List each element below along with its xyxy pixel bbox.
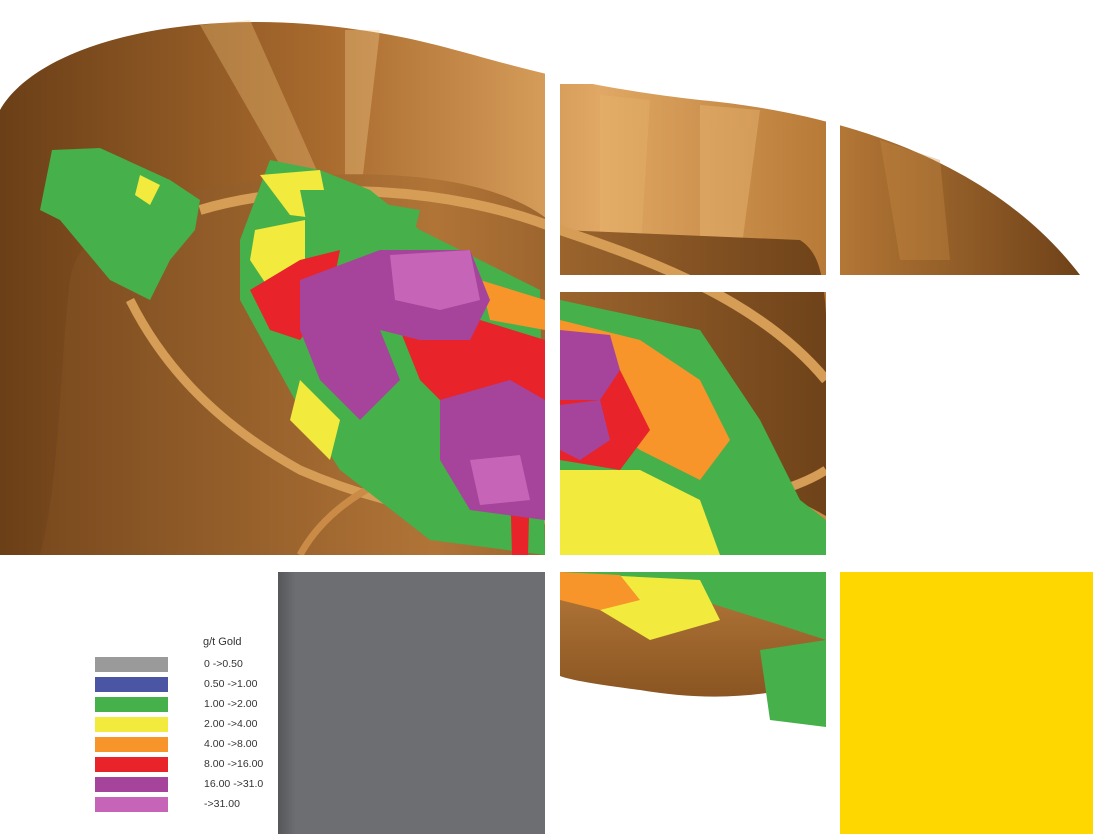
- legend-row: 0 ->0.50: [95, 656, 280, 673]
- grey-panel: [278, 572, 545, 834]
- legend-swatch: [95, 757, 168, 772]
- legend-label: 16.00 ->31.0: [204, 778, 264, 790]
- legend-swatch: [95, 777, 168, 792]
- legend-swatch: [95, 717, 168, 732]
- legend-swatch: [95, 737, 168, 752]
- legend-title: g/t Gold: [203, 636, 242, 648]
- legend-label: 1.00 ->2.00: [204, 698, 258, 710]
- legend-row: 8.00 ->16.00: [95, 756, 280, 773]
- legend-label: 0 ->0.50: [204, 658, 243, 670]
- legend-row: ->31.00: [95, 796, 280, 813]
- legend-row: 1.00 ->2.00: [95, 696, 280, 713]
- legend-swatch: [95, 677, 168, 692]
- legend-row: 0.50 ->1.00: [95, 676, 280, 693]
- legend-row: 16.00 ->31.0: [95, 776, 280, 793]
- legend-label: ->31.00: [204, 798, 240, 810]
- yellow-panel: [840, 572, 1093, 834]
- legend-label: 0.50 ->1.00: [204, 678, 258, 690]
- legend-label: 2.00 ->4.00: [204, 718, 258, 730]
- legend-swatch: [95, 797, 168, 812]
- legend-row: 2.00 ->4.00: [95, 716, 280, 733]
- legend-row: 4.00 ->8.00: [95, 736, 280, 753]
- ore-green-left: [40, 148, 200, 300]
- ore-body: [40, 148, 826, 727]
- pit-wall-streaks: [200, 20, 950, 260]
- legend-label: 4.00 ->8.00: [204, 738, 258, 750]
- legend-swatch: [95, 657, 168, 672]
- legend-swatch: [95, 697, 168, 712]
- legend-label: 8.00 ->16.00: [204, 758, 264, 770]
